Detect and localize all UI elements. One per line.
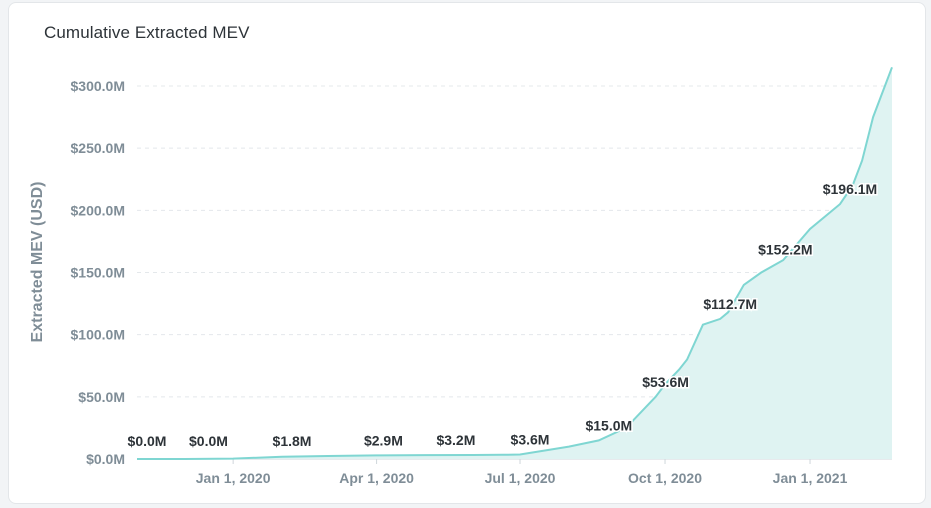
y-tick-label: $50.0M (78, 389, 125, 405)
y-tick-label: $150.0M (71, 265, 125, 281)
data-label: $196.1M (823, 181, 877, 197)
data-label: $53.6M (642, 374, 689, 390)
x-tick-label: Apr 1, 2020 (339, 470, 414, 486)
y-tick-label: $200.0M (71, 202, 125, 218)
x-tick-label: Oct 1, 2020 (628, 470, 702, 486)
y-tick-label: $300.0M (71, 78, 125, 94)
data-label: $3.2M (436, 432, 475, 448)
y-tick-label: $100.0M (71, 327, 125, 343)
data-label: $2.9M (364, 432, 403, 448)
data-label: $152.2M (758, 242, 812, 258)
x-tick-label: Jul 1, 2020 (485, 470, 556, 486)
data-label: $1.8M (273, 433, 312, 449)
data-label: $15.0M (585, 417, 632, 433)
data-label: $0.0M (189, 433, 228, 449)
data-label: $3.6M (511, 432, 550, 448)
series-line (137, 66, 893, 460)
y-tick-label: $0.0M (86, 451, 125, 467)
y-axis-label: Extracted MEV (USD) (29, 182, 46, 343)
area-fill (137, 67, 892, 460)
x-tick-label: Jan 1, 2020 (196, 470, 271, 486)
data-label: $112.7M (703, 296, 757, 312)
x-tick-label: Jan 1, 2021 (773, 470, 848, 486)
chart-title: Cumulative Extracted MEV (44, 23, 250, 42)
data-label: $0.0M (128, 433, 167, 449)
y-tick-label: $250.0M (71, 140, 125, 156)
